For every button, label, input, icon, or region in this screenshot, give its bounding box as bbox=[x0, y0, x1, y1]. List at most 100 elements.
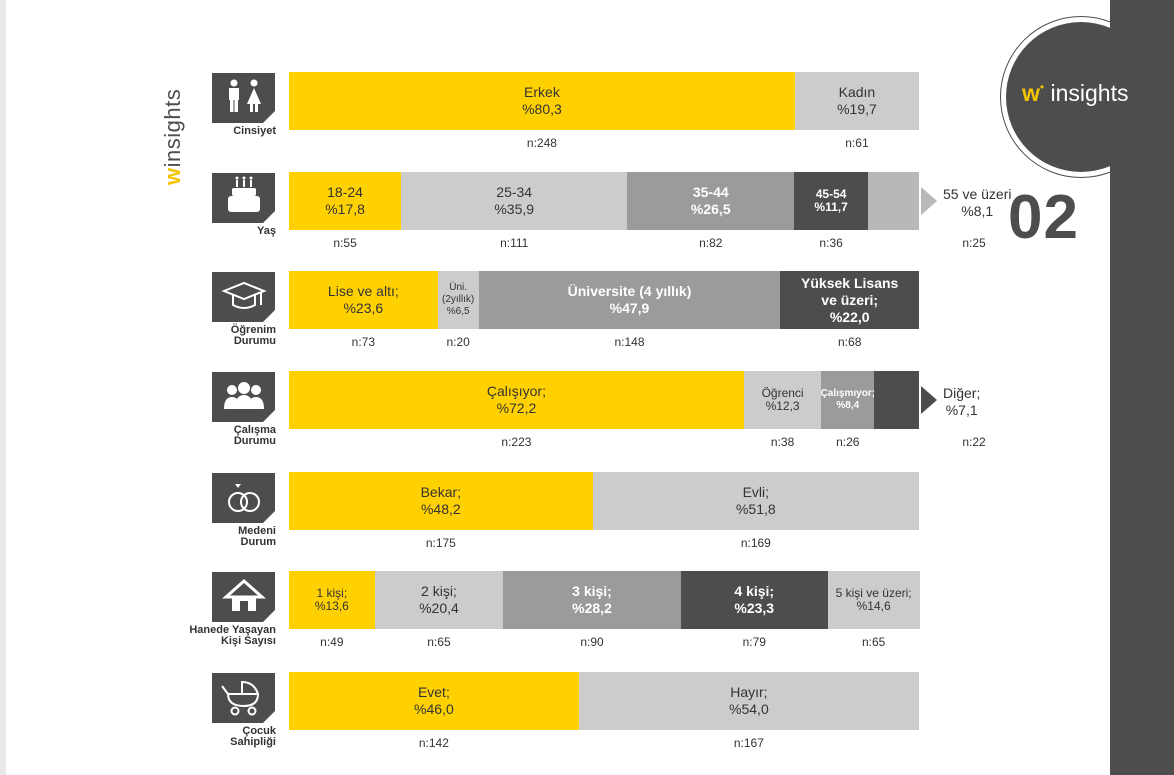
bar-segment: Bekar; %48,2 bbox=[289, 472, 593, 530]
gender-icon bbox=[228, 79, 261, 112]
segment-text: 2 kişi; %20,4 bbox=[419, 583, 459, 617]
segment-name: Üni. (2yıllık) bbox=[442, 282, 475, 305]
segment-text: 45-54 %11,7 bbox=[814, 188, 847, 214]
segment-value: %22,0 bbox=[829, 308, 870, 325]
segment-text: 35-44 %26,5 bbox=[691, 184, 731, 218]
segment-name: 2 kişi; bbox=[421, 583, 457, 599]
segment-text: Çalışıyor; %72,2 bbox=[487, 383, 546, 417]
segment-text: Evli; %51,8 bbox=[736, 484, 776, 518]
bar-segment: Çalışıyor; %72,2 bbox=[289, 371, 744, 429]
segment-name: 4 kişi; bbox=[734, 583, 775, 599]
brand-logo: w• insights bbox=[1022, 80, 1128, 107]
segment-value: %19,7 bbox=[837, 101, 877, 117]
sample-size-label: n:248 bbox=[526, 136, 557, 150]
bar-segment: Lise ve altı; %23,6 bbox=[289, 271, 438, 329]
segment-name: Erkek bbox=[524, 84, 560, 100]
sample-size-label: n:65 bbox=[861, 635, 886, 649]
segment-value: %20,4 bbox=[419, 600, 459, 616]
segment-text: Öğrenci %12,3 bbox=[762, 387, 804, 413]
category-label: Cinsiyet bbox=[233, 125, 276, 137]
bar-segment: Çalışmıyor; %8,4 bbox=[821, 371, 875, 429]
bar-segment: 35-44 %26,5 bbox=[627, 172, 795, 230]
bar-segment: Yüksek Lisans ve üzeri; %22,0 bbox=[780, 271, 919, 329]
segment-name: Yüksek Lisans ve üzeri; bbox=[801, 274, 899, 308]
bar-segment bbox=[874, 371, 919, 429]
segment-value: %13,6 bbox=[314, 599, 349, 613]
sample-size-label: n:65 bbox=[427, 635, 451, 649]
segment-value: %14,6 bbox=[856, 599, 891, 613]
sample-size-label: n:148 bbox=[614, 335, 645, 349]
segment-name: 55 ve üzeri bbox=[943, 186, 1012, 202]
category-label: Çalışma Durumu bbox=[233, 424, 276, 447]
sample-size-label: n:22 bbox=[962, 435, 986, 449]
bar-segment: 5 kişi ve üzeri; %14,6 bbox=[827, 571, 920, 629]
segment-value: %12,3 bbox=[765, 399, 800, 413]
sample-size-label: n:36 bbox=[819, 236, 843, 250]
bar-segment: 3 kişi; %28,2 bbox=[503, 571, 681, 629]
segment-value: %23,3 bbox=[734, 600, 775, 616]
segment-name: 18-24 bbox=[327, 184, 363, 200]
segment-name: 35-44 bbox=[692, 184, 729, 200]
sample-size-label: n:169 bbox=[740, 536, 771, 550]
sample-size-label: n:90 bbox=[580, 635, 604, 649]
bar-segment: 4 kişi; %23,3 bbox=[680, 571, 828, 629]
segment-value: %17,8 bbox=[325, 201, 365, 217]
segment-text: Çalışmıyor; %8,4 bbox=[821, 388, 874, 412]
bar-segment: 18-24 %17,8 bbox=[289, 172, 402, 230]
category-label: Çocuk Sahipliği bbox=[230, 725, 276, 748]
segment-value: %8,1 bbox=[961, 203, 994, 219]
segment-name: Lise ve altı; bbox=[327, 283, 399, 299]
page-edge bbox=[0, 0, 6, 775]
segment-text: Üniversite (4 yıllık) %47,9 bbox=[568, 283, 692, 317]
segment-value: %35,9 bbox=[494, 201, 535, 217]
segment-text: Kadın %19,7 bbox=[837, 84, 877, 118]
segment-label: 55 ve üzeri %8,1 bbox=[943, 186, 1011, 220]
people-icon bbox=[223, 382, 264, 409]
bar-segment: Erkek %80,3 bbox=[289, 72, 795, 130]
bar-segment: Hayır; %54,0 bbox=[578, 672, 919, 730]
segment-label: Diğer; %7,1 bbox=[943, 385, 980, 419]
brand-logo-text: insights bbox=[1050, 80, 1129, 106]
segment-name: Çalışmıyor; bbox=[821, 388, 875, 399]
page-number: 02 bbox=[1008, 183, 1079, 252]
segment-name: Çalışıyor; bbox=[486, 383, 546, 399]
category-label: Öğrenim Durumu bbox=[230, 324, 276, 347]
segment-value: %46,0 bbox=[414, 701, 454, 717]
segment-name: Bekar; bbox=[420, 484, 462, 500]
segment-value: %28,2 bbox=[572, 600, 612, 616]
bar-segment: Evli; %51,8 bbox=[592, 472, 919, 530]
sample-size-label: n:142 bbox=[418, 736, 449, 750]
brand-logo-dot: • bbox=[1039, 80, 1045, 94]
segment-name: Hayır; bbox=[730, 684, 768, 700]
pointer-arrow bbox=[921, 386, 937, 414]
bar-segment: 45-54 %11,7 bbox=[794, 172, 868, 230]
bar-segment: 2 kişi; %20,4 bbox=[374, 571, 504, 629]
sample-size-label: n:167 bbox=[733, 736, 764, 750]
logo-ring bbox=[1000, 16, 1162, 178]
bar-segment: Öğrenci %12,3 bbox=[743, 371, 822, 429]
sample-size-label: n:38 bbox=[770, 435, 795, 449]
baby-carriage-icon bbox=[220, 681, 259, 716]
segment-value: %23,6 bbox=[343, 300, 384, 316]
segment-text: Bekar; %48,2 bbox=[421, 484, 461, 518]
bar-segment: Üniversite (4 yıllık) %47,9 bbox=[478, 271, 781, 329]
bar-segment: Üni. (2yıllık) %6,5 bbox=[437, 271, 479, 329]
category-icon-box bbox=[212, 372, 276, 423]
sample-size-label: n:20 bbox=[446, 335, 470, 349]
segment-name: Diğer; bbox=[943, 385, 981, 401]
category-label: Hanede Yaşayan Kişi Sayısı bbox=[189, 624, 276, 647]
bar-segment: 25-34 %35,9 bbox=[401, 172, 628, 230]
segment-name: 3 kişi; bbox=[572, 583, 612, 599]
segment-text: Hayır; %54,0 bbox=[729, 684, 769, 718]
category-icon-box bbox=[212, 473, 276, 524]
segment-name: Öğrenci bbox=[761, 386, 804, 400]
segment-value: %7,1 bbox=[945, 402, 978, 418]
segment-text: 5 kişi ve üzeri; %14,6 bbox=[836, 587, 912, 613]
brand-logo-w: w bbox=[1022, 80, 1040, 106]
segment-name: Evli; bbox=[742, 484, 770, 500]
segment-value: %26,5 bbox=[690, 201, 731, 217]
segment-value: %11,7 bbox=[814, 200, 848, 214]
sample-size-label: n:175 bbox=[425, 536, 456, 550]
segment-name: Evet; bbox=[417, 684, 450, 700]
wedding-rings-icon bbox=[227, 483, 260, 512]
